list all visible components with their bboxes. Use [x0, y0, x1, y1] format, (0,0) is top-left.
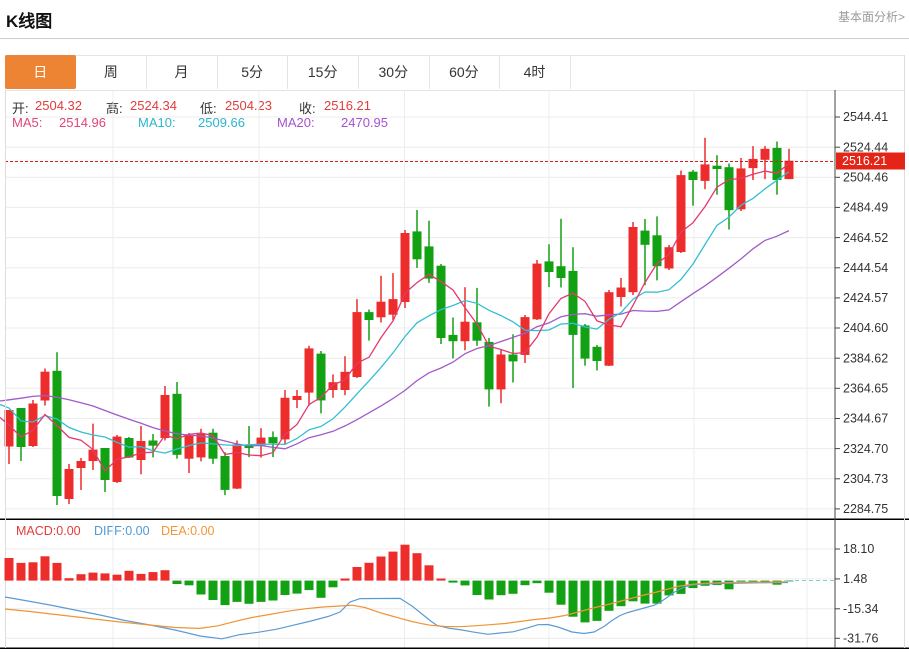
svg-text:2404.60: 2404.60 — [843, 321, 888, 335]
svg-text:-15.34: -15.34 — [843, 602, 878, 616]
svg-text:2284.75: 2284.75 — [843, 502, 888, 516]
svg-text:2464.52: 2464.52 — [843, 231, 888, 245]
svg-text:2324.70: 2324.70 — [843, 442, 888, 456]
svg-text:2524.44: 2524.44 — [843, 140, 888, 154]
svg-text:1.48: 1.48 — [843, 572, 867, 586]
svg-text:2364.65: 2364.65 — [843, 382, 888, 396]
svg-text:2516.21: 2516.21 — [842, 154, 887, 168]
svg-text:2344.67: 2344.67 — [843, 412, 888, 426]
svg-text:2384.62: 2384.62 — [843, 351, 888, 365]
svg-text:2444.54: 2444.54 — [843, 261, 888, 275]
svg-text:2504.46: 2504.46 — [843, 171, 888, 185]
svg-text:-31.76: -31.76 — [843, 632, 878, 646]
svg-text:18.10: 18.10 — [843, 542, 874, 556]
svg-text:2304.73: 2304.73 — [843, 472, 888, 486]
svg-text:2544.41: 2544.41 — [843, 110, 888, 124]
svg-text:2484.49: 2484.49 — [843, 201, 888, 215]
svg-text:2424.57: 2424.57 — [843, 291, 888, 305]
